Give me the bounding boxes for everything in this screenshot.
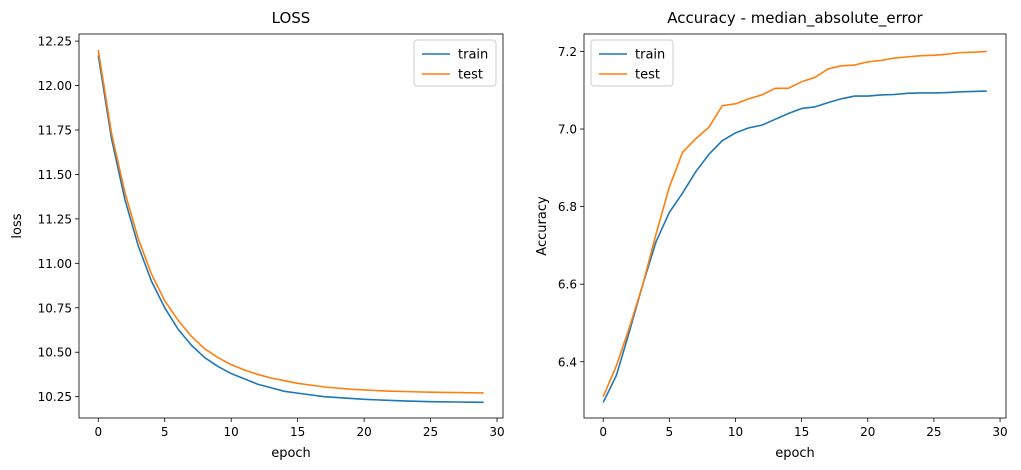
x-tick-label: 20 bbox=[860, 425, 875, 439]
x-tick-label: 15 bbox=[290, 425, 305, 439]
y-axis-label: loss bbox=[10, 213, 25, 238]
y-tick-label: 6.8 bbox=[558, 200, 577, 214]
x-tick-label: 10 bbox=[728, 425, 743, 439]
legend-label-test: test bbox=[458, 68, 483, 83]
legend-label-train: train bbox=[635, 48, 665, 63]
legend-label-test: test bbox=[635, 68, 660, 83]
legend-label-train: train bbox=[458, 48, 488, 63]
x-tick-label: 25 bbox=[926, 425, 941, 439]
y-tick-label: 10.50 bbox=[38, 346, 72, 360]
axes-frame bbox=[78, 33, 504, 419]
accuracy-chart: 0 5 10 15 20 25 30 6.4 6.6 6.8 7.0 7.2 Accuracy - me… bbox=[535, 9, 1008, 461]
y-tick-label: 6.6 bbox=[558, 278, 577, 292]
x-tick-label: 30 bbox=[489, 425, 504, 439]
y-tick-label: 7.0 bbox=[558, 123, 577, 137]
y-tick-label: 11.75 bbox=[38, 124, 72, 138]
x-tick-label: 5 bbox=[666, 425, 674, 439]
y-tick-label: 10.75 bbox=[38, 301, 72, 315]
y-tick-label: 10.25 bbox=[38, 390, 72, 404]
x-tick-label: 30 bbox=[992, 425, 1007, 439]
y-tick-label: 11.50 bbox=[38, 168, 72, 182]
legend: train test bbox=[413, 39, 497, 87]
loss-chart: 0 5 10 15 20 25 30 10.25 10.50 10.75 11.00 11.25 11.… bbox=[10, 9, 505, 461]
y-tick-label: 6.4 bbox=[558, 355, 577, 369]
y-tick-label: 11.25 bbox=[38, 212, 72, 226]
x-tick-label: 10 bbox=[224, 425, 239, 439]
y-tick-label: 12.25 bbox=[38, 35, 72, 49]
x-tick-label: 5 bbox=[161, 425, 169, 439]
y-tick-label: 7.2 bbox=[558, 45, 577, 59]
legend: train test bbox=[590, 39, 674, 87]
axes-frame bbox=[583, 33, 1007, 419]
x-tick-label: 0 bbox=[94, 425, 102, 439]
chart-title: Accuracy - median_absolute_error bbox=[667, 9, 923, 28]
x-tick-label: 0 bbox=[599, 425, 607, 439]
x-axis-label: epoch bbox=[775, 446, 815, 461]
x-tick-label: 20 bbox=[356, 425, 371, 439]
series-line-test bbox=[97, 49, 484, 394]
series-line-train bbox=[602, 90, 987, 403]
chart-title: LOSS bbox=[272, 9, 311, 27]
x-tick-label: 15 bbox=[794, 425, 809, 439]
series-line-train bbox=[97, 55, 484, 404]
y-tick-label: 12.00 bbox=[38, 79, 72, 93]
series-line-test bbox=[602, 50, 987, 397]
x-axis-label: epoch bbox=[271, 446, 311, 461]
x-tick-label: 25 bbox=[423, 425, 438, 439]
y-tick-label: 11.00 bbox=[38, 257, 72, 271]
y-axis-label: Accuracy bbox=[535, 196, 550, 256]
